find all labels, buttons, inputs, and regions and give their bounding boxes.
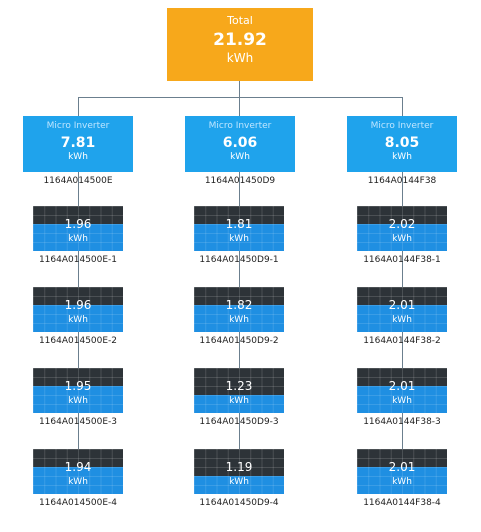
total-value: 21.92 <box>213 30 267 50</box>
solar-panel[interactable]: 1.19 kWh <box>194 449 284 494</box>
inverter-node-2[interactable]: Micro Inverter 6.06 kWh <box>185 116 295 172</box>
panel-unit: kWh <box>68 234 88 244</box>
solar-panel[interactable]: 1.96 kWh <box>33 206 123 251</box>
panel-production-fill <box>194 224 284 251</box>
connector-drop-3 <box>402 97 403 116</box>
panel-unit: kWh <box>229 315 249 325</box>
solar-panel[interactable]: 1.94 kWh <box>33 449 123 494</box>
panel-serial: 1164A0144F38-1 <box>363 255 441 265</box>
panel-serial: 1164A014500E-2 <box>38 336 118 346</box>
panel-serial: 1164A0144F38-4 <box>363 498 441 508</box>
connector-drop-1 <box>78 97 79 116</box>
panel-value: 2.01 <box>388 298 416 312</box>
panel-empty-area <box>357 449 447 467</box>
solar-panel[interactable]: 1.23 kWh <box>194 368 284 413</box>
panel-unit: kWh <box>392 315 412 325</box>
inverter-unit: kWh <box>230 152 250 162</box>
inverter-unit: kWh <box>68 152 88 162</box>
panel-production-fill <box>194 476 284 494</box>
inverter-serial-1: 1164A014500E <box>43 176 113 186</box>
panel-empty-area <box>33 368 123 386</box>
panel-serial: 1164A014500E-1 <box>38 255 118 265</box>
panel-unit: kWh <box>392 477 412 487</box>
connector-column-3 <box>402 172 403 494</box>
connector-bus <box>78 97 402 98</box>
panel-value: 1.23 <box>225 379 253 393</box>
panel-unit: kWh <box>68 477 88 487</box>
panel-production-fill <box>357 224 447 251</box>
inverter-serial-2: 1164A01450D9 <box>204 176 276 186</box>
panel-value: 1.95 <box>64 379 92 393</box>
panel-empty-area <box>33 206 123 224</box>
panel-empty-area <box>33 287 123 305</box>
panel-serial: 1164A014500E-4 <box>38 498 118 508</box>
panel-production-fill <box>194 395 284 413</box>
inverter-unit: kWh <box>392 152 412 162</box>
solar-panel[interactable]: 1.82 kWh <box>194 287 284 332</box>
panel-empty-area <box>357 206 447 224</box>
panel-value: 1.82 <box>225 298 253 312</box>
panel-value: 2.01 <box>388 460 416 474</box>
panel-production-fill <box>33 467 123 494</box>
inverter-label: Micro Inverter <box>46 121 110 131</box>
inverter-value: 8.05 <box>384 135 420 151</box>
panel-serial: 1164A01450D9-1 <box>199 255 279 265</box>
panel-value: 1.81 <box>225 217 253 231</box>
panel-serial: 1164A01450D9-2 <box>199 336 279 346</box>
panel-serial: 1164A01450D9-3 <box>199 417 279 427</box>
panel-serial: 1164A014500E-3 <box>38 417 118 427</box>
solar-panel[interactable]: 2.02 kWh <box>357 206 447 251</box>
connector-trunk <box>239 81 240 98</box>
panel-unit: kWh <box>229 477 249 487</box>
connector-column-2 <box>239 172 240 494</box>
panel-unit: kWh <box>392 234 412 244</box>
connector-drop-2 <box>239 97 240 116</box>
panel-unit: kWh <box>229 234 249 244</box>
solar-panel[interactable]: 1.95 kWh <box>33 368 123 413</box>
panel-unit: kWh <box>392 396 412 406</box>
panel-empty-area <box>33 449 123 467</box>
panel-value: 1.96 <box>64 298 92 312</box>
total-unit: kWh <box>226 51 254 65</box>
panel-empty-area <box>194 449 284 476</box>
panel-empty-area <box>194 287 284 305</box>
panel-value: 1.94 <box>64 460 92 474</box>
panel-production-fill <box>357 467 447 494</box>
connector-column-1 <box>78 172 79 494</box>
solar-panel[interactable]: 2.01 kWh <box>357 287 447 332</box>
panel-serial: 1164A01450D9-4 <box>199 498 279 508</box>
panel-unit: kWh <box>68 315 88 325</box>
inverter-label: Micro Inverter <box>370 121 434 131</box>
panel-unit: kWh <box>229 396 249 406</box>
panel-value: 2.02 <box>388 217 416 231</box>
panel-empty-area <box>357 287 447 305</box>
panel-value: 2.01 <box>388 379 416 393</box>
inverter-node-3[interactable]: Micro Inverter 8.05 kWh <box>347 116 457 172</box>
panel-production-fill <box>33 224 123 251</box>
panel-empty-area <box>194 368 284 395</box>
panel-serial: 1164A0144F38-3 <box>363 417 441 427</box>
panel-unit: kWh <box>68 396 88 406</box>
solar-panel[interactable]: 2.01 kWh <box>357 368 447 413</box>
inverter-serial-3: 1164A0144F38 <box>367 176 437 186</box>
panel-value: 1.19 <box>225 460 253 474</box>
inverter-node-1[interactable]: Micro Inverter 7.81 kWh <box>23 116 133 172</box>
total-node[interactable]: Total 21.92 kWh <box>167 8 313 81</box>
solar-panel[interactable]: 2.01 kWh <box>357 449 447 494</box>
panel-production-fill <box>194 305 284 332</box>
panel-production-fill <box>33 386 123 413</box>
inverter-label: Micro Inverter <box>208 121 272 131</box>
panel-serial: 1164A0144F38-2 <box>363 336 441 346</box>
panel-production-fill <box>33 305 123 332</box>
panel-production-fill <box>357 386 447 413</box>
panel-value: 1.96 <box>64 217 92 231</box>
inverter-value: 7.81 <box>60 135 96 151</box>
total-label: Total <box>227 14 253 27</box>
solar-panel[interactable]: 1.96 kWh <box>33 287 123 332</box>
solar-panel[interactable]: 1.81 kWh <box>194 206 284 251</box>
inverter-value: 6.06 <box>222 135 258 151</box>
panel-empty-area <box>194 206 284 224</box>
panel-production-fill <box>357 305 447 332</box>
panel-empty-area <box>357 368 447 386</box>
